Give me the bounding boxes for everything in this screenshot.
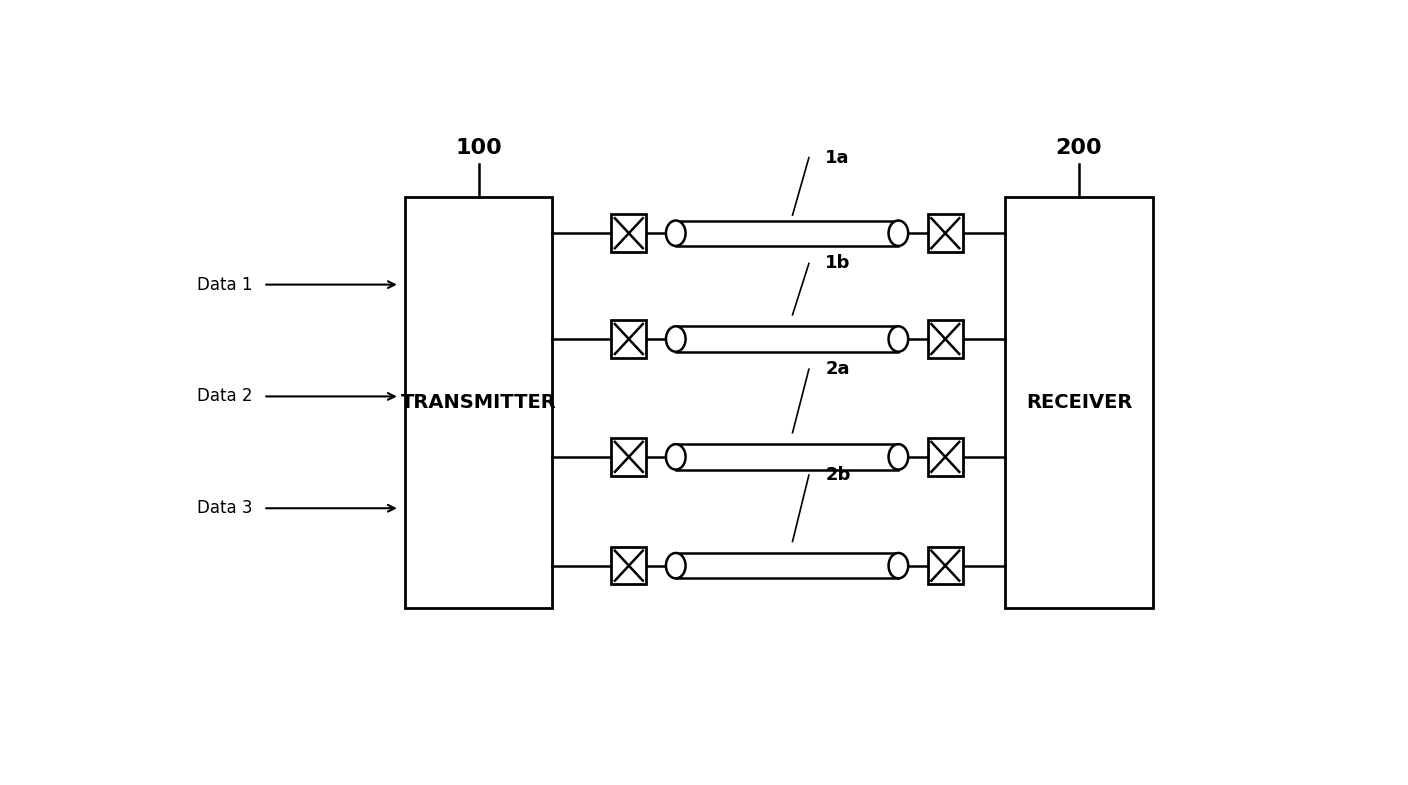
Bar (928, 438, 963, 476)
Bar (928, 214, 963, 252)
Text: RECEIVER: RECEIVER (1026, 393, 1132, 412)
Ellipse shape (666, 444, 686, 469)
Text: Data 1: Data 1 (197, 276, 252, 294)
Ellipse shape (666, 221, 686, 246)
Text: 1a: 1a (825, 148, 850, 166)
Bar (676, 444, 898, 469)
Ellipse shape (888, 221, 908, 246)
Text: 2a: 2a (825, 360, 850, 378)
Text: 100: 100 (455, 137, 503, 158)
Text: TRANSMITTER: TRANSMITTER (401, 393, 556, 412)
Bar (406, 197, 552, 608)
Bar (1005, 197, 1153, 608)
Text: Data 3: Data 3 (197, 499, 252, 517)
Text: 1b: 1b (825, 254, 850, 272)
Ellipse shape (666, 553, 686, 579)
Ellipse shape (666, 327, 686, 352)
Text: Data 2: Data 2 (197, 388, 252, 405)
Bar (611, 320, 646, 358)
Bar (676, 221, 898, 246)
Bar (611, 438, 646, 476)
Text: 2b: 2b (825, 466, 850, 484)
Text: 200: 200 (1056, 137, 1102, 158)
Ellipse shape (888, 327, 908, 352)
Ellipse shape (888, 553, 908, 579)
Bar (611, 547, 646, 584)
Bar (676, 327, 898, 352)
Bar (928, 547, 963, 584)
Bar (676, 553, 898, 579)
Ellipse shape (888, 444, 908, 469)
Bar (611, 214, 646, 252)
Bar (928, 320, 963, 358)
